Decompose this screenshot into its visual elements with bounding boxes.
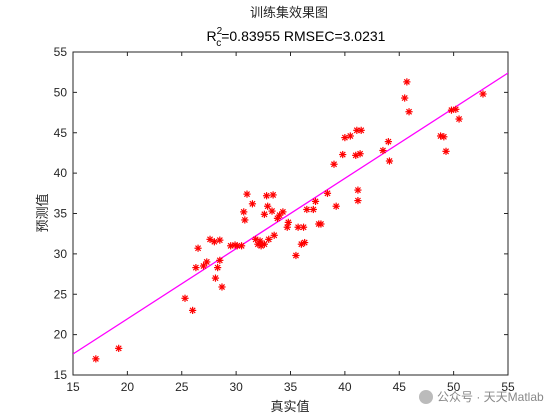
- data-point: [436, 132, 445, 140]
- y-tick-label: 55: [54, 45, 68, 59]
- data-point: [241, 216, 249, 224]
- data-point: [192, 264, 200, 272]
- y-tick-label: 50: [54, 85, 68, 99]
- data-point: [303, 205, 311, 214]
- data-point: [299, 223, 308, 231]
- data-point: [211, 274, 220, 282]
- y-axis-label: 预测值: [35, 193, 51, 232]
- y-tick-label: 30: [54, 247, 68, 261]
- watermark-text: 公众号 · 天天Matlab: [437, 390, 544, 404]
- y-tick-label: 45: [54, 126, 68, 140]
- subtitle-r-sup: 2: [217, 26, 223, 37]
- data-point: [356, 150, 364, 158]
- data-point: [181, 294, 189, 302]
- x-tick-label: 35: [284, 380, 298, 394]
- data-point: [440, 133, 448, 141]
- watermark: 公众号 · 天天Matlab: [419, 390, 544, 404]
- data-point: [479, 90, 487, 98]
- data-point: [442, 147, 450, 155]
- data-point: [341, 133, 349, 142]
- data-point: [115, 344, 123, 352]
- data-point: [292, 251, 300, 260]
- y-tick-label: 20: [54, 328, 68, 342]
- data-point: [243, 190, 251, 198]
- data-point: [283, 223, 291, 231]
- y-tick-label: 35: [54, 207, 68, 221]
- data-point: [294, 223, 302, 231]
- x-tick-label: 15: [66, 380, 80, 394]
- subtitle-metrics: =0.83955 RMSEC=3.0231: [221, 28, 385, 44]
- data-point: [354, 196, 362, 205]
- data-point: [379, 146, 387, 155]
- data-point: [216, 256, 224, 264]
- data-point: [384, 138, 392, 146]
- data-point: [262, 192, 271, 200]
- data-point: [270, 231, 278, 239]
- data-point: [214, 264, 222, 272]
- subtitle-r-base: R: [207, 28, 217, 44]
- data-point: [203, 258, 211, 266]
- data-point: [309, 205, 317, 214]
- x-tick-label: 30: [229, 380, 243, 394]
- x-tick-label: 25: [175, 380, 189, 394]
- data-point: [405, 108, 413, 116]
- data-point: [301, 238, 309, 247]
- data-point: [92, 355, 100, 363]
- data-point: [357, 126, 365, 134]
- data-point: [240, 208, 248, 216]
- data-point: [269, 191, 277, 199]
- data-point: [323, 189, 332, 197]
- y-tick-label: 15: [54, 368, 68, 382]
- data-point: [330, 160, 338, 168]
- data-point: [268, 207, 276, 215]
- data-point: [206, 235, 214, 243]
- y-tick-label: 40: [54, 166, 68, 180]
- y-tick-label: 25: [54, 287, 68, 301]
- data-point: [401, 94, 409, 102]
- fit-line: [73, 72, 508, 355]
- data-point: [354, 186, 362, 194]
- data-point: [273, 214, 282, 222]
- data-point: [403, 78, 411, 86]
- y-axis-ticks: 15 20 25 30 35 40 45 50 55: [54, 45, 508, 382]
- data-point: [210, 238, 218, 246]
- fit-line-layer: [73, 72, 508, 355]
- wechat-icon: [419, 390, 433, 404]
- data-point: [216, 236, 224, 244]
- data-point: [260, 210, 268, 218]
- data-point: [385, 157, 394, 165]
- data-point: [346, 132, 354, 140]
- data-point: [264, 202, 272, 210]
- data-point: [353, 126, 361, 134]
- chart-title: 训练集效果图: [250, 5, 328, 21]
- data-point: [455, 115, 463, 123]
- data-point: [218, 283, 226, 291]
- data-point: [256, 237, 264, 245]
- subtitle-r-sub: c: [216, 38, 221, 49]
- x-tick-label: 55: [501, 380, 515, 394]
- points-layer: [92, 78, 487, 363]
- data-point: [284, 218, 292, 226]
- data-point: [339, 150, 347, 159]
- data-point: [248, 200, 257, 208]
- data-point: [317, 220, 325, 228]
- data-point: [332, 202, 340, 210]
- x-axis-label: 真实值: [270, 399, 309, 415]
- data-point: [265, 235, 273, 243]
- data-point: [260, 240, 268, 248]
- data-point: [279, 208, 287, 216]
- chart-subtitle: R2 c=0.83955 RMSEC=3.0231: [207, 26, 386, 49]
- x-tick-label: 20: [121, 380, 135, 394]
- data-point: [194, 244, 202, 252]
- data-point: [311, 197, 320, 205]
- x-tick-label: 40: [338, 380, 352, 394]
- x-tick-label: 50: [447, 380, 461, 394]
- data-point: [189, 306, 197, 314]
- x-tick-label: 45: [393, 380, 407, 394]
- data-point: [237, 242, 246, 250]
- data-point: [452, 105, 460, 113]
- x-axis-ticks: 15 20 25 30 35 40 45 50 55: [66, 52, 515, 394]
- plot-area: 15 20 25 30 35 40 45 50 55 15 20 25 30 35 40 45 50 55: [54, 45, 515, 394]
